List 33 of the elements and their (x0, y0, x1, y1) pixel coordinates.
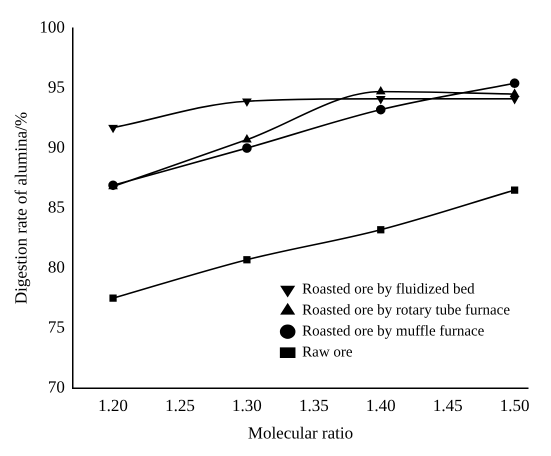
x-tick-label: 1.25 (165, 396, 195, 415)
point (376, 104, 386, 114)
y-tick-label: 95 (48, 78, 65, 96)
legend-label: Roasted ore by muffle furnace (302, 324, 485, 340)
point (242, 143, 252, 153)
y-tick-label: 90 (48, 138, 65, 157)
point (242, 98, 252, 106)
x-tick-label: 1.35 (298, 396, 329, 415)
x-tick-label: 1.20 (98, 396, 128, 415)
y-tick-label: 100 (39, 17, 65, 36)
y-tick-label: 80 (48, 258, 65, 277)
point (108, 124, 118, 132)
legend-label: Roasted ore by fluidized bed (302, 282, 476, 298)
x-tick-label: 1.40 (366, 396, 396, 415)
point (242, 134, 252, 142)
point (377, 226, 384, 234)
y-tick-label: 75 (48, 318, 65, 337)
x-tick-label: 1.30 (232, 396, 262, 415)
point (510, 96, 519, 104)
point (510, 186, 518, 194)
x-axis-title: Molecular ratio (248, 423, 354, 442)
y-tick-label: 70 (48, 378, 65, 397)
legend-label: Roasted ore by rotary tube furnace (302, 302, 510, 319)
x-tick-label: 1.45 (432, 396, 463, 415)
y-tick-label: 85 (48, 198, 65, 217)
point (376, 96, 386, 104)
x-tick-label: 1.50 (500, 396, 530, 415)
point (376, 86, 386, 94)
y-axis-title: Digestion rate of alumina/% (12, 112, 31, 304)
point (243, 256, 251, 264)
point (109, 294, 117, 302)
point (510, 78, 520, 88)
legend-label: Raw ore (302, 344, 353, 361)
